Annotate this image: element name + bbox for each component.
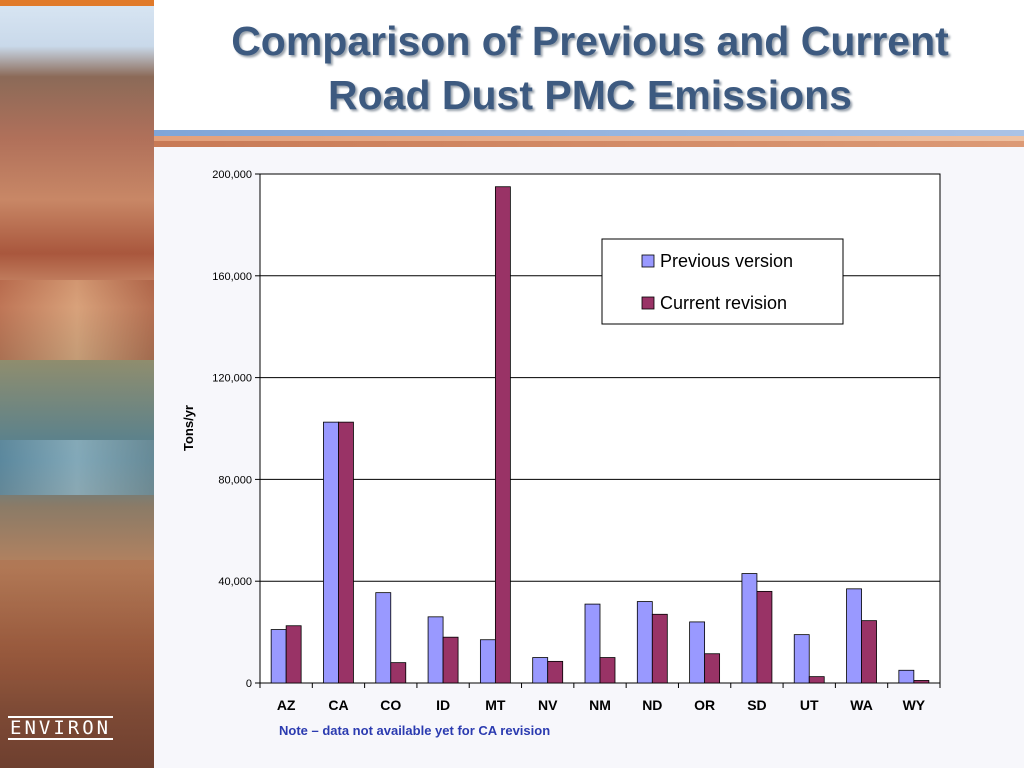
bar-previous-id <box>427 616 444 684</box>
bar-previous-or <box>689 621 706 684</box>
x-tick-label-or: OR <box>694 697 715 713</box>
canyon-foreground <box>0 560 154 680</box>
x-axis-ticks: AZ CA CO ID MT NV NM ND OR SD UT WA WY <box>259 683 941 713</box>
bar-current-co <box>390 662 407 684</box>
x-tick-label-co: CO <box>380 697 401 713</box>
bar-current-wa <box>861 620 877 684</box>
bar-current-mt <box>494 186 511 684</box>
legend-swatch-current <box>641 296 655 310</box>
environ-logo: ENVIRON <box>8 716 114 740</box>
x-tick-label-ut: UT <box>800 697 819 713</box>
y-tick-label: 40,000 <box>218 576 252 588</box>
slide-title: Comparison of Previous and Current Road … <box>160 14 1020 122</box>
bar-current-nv <box>547 660 564 684</box>
title-line-2: Road Dust PMC Emissions <box>328 72 852 118</box>
bar-current-ut <box>808 676 825 684</box>
header-band-rust <box>154 141 1024 147</box>
x-tick-label-nv: NV <box>538 697 558 713</box>
x-tick-label-mt: MT <box>485 697 506 713</box>
header-band-peach <box>154 136 1024 141</box>
bar-current-nm <box>599 657 616 684</box>
bar-previous-nd <box>636 601 653 684</box>
y-axis-ticks: 0 40,000 80,000 120,000 160,000 200,000 <box>212 169 260 690</box>
x-tick-label-sd: SD <box>747 697 766 713</box>
bar-current-nd <box>651 613 668 684</box>
bar-previous-wa <box>846 588 862 684</box>
y-tick-label: 120,000 <box>212 373 252 385</box>
legend: Previous version Current revision <box>601 238 844 325</box>
bar-current-or <box>704 653 721 684</box>
y-tick-label: 80,000 <box>218 474 252 486</box>
bar-previous-nm <box>584 603 601 684</box>
x-tick-label-nd: ND <box>642 697 662 713</box>
bar-previous-ut <box>793 634 810 684</box>
bar-current-id <box>442 636 459 684</box>
top-accent-bar <box>0 0 154 6</box>
title-line-1: Comparison of Previous and Current <box>231 18 949 64</box>
y-tick-label: 160,000 <box>212 271 252 283</box>
x-tick-label-wy: WY <box>903 697 926 713</box>
x-tick-label-az: AZ <box>277 697 296 713</box>
y-axis-label: Tons/yr <box>181 405 196 451</box>
canyon-rock-layer <box>0 280 154 360</box>
bar-previous-mt <box>479 639 496 684</box>
x-tick-label-nm: NM <box>589 697 611 713</box>
bar-current-wy <box>913 680 930 684</box>
bar-current-sd <box>756 590 773 684</box>
y-tick-label: 0 <box>246 678 252 690</box>
bars <box>270 186 930 684</box>
legend-box <box>601 238 844 325</box>
x-tick-label-ca: CA <box>328 697 348 713</box>
bar-current-az <box>285 625 302 684</box>
bar-previous-wy <box>898 669 915 684</box>
canyon-photo <box>0 0 154 768</box>
x-tick-label-wa: WA <box>850 697 873 713</box>
legend-swatch-previous <box>641 254 655 268</box>
legend-label-previous: Previous version <box>660 251 793 271</box>
bar-previous-az <box>270 629 287 684</box>
chart-note: Note – data not available yet for CA rev… <box>279 723 551 738</box>
x-tick-label-id: ID <box>436 697 450 713</box>
legend-label-current: Current revision <box>660 293 787 313</box>
bar-previous-sd <box>741 573 758 684</box>
y-tick-label: 200,000 <box>212 169 252 181</box>
bar-previous-nv <box>532 657 549 684</box>
header-band-blue <box>154 130 1024 136</box>
bar-previous-co <box>375 592 392 684</box>
bar-current-ca <box>338 421 354 684</box>
bar-previous-ca <box>323 421 339 684</box>
canyon-river <box>0 440 154 495</box>
